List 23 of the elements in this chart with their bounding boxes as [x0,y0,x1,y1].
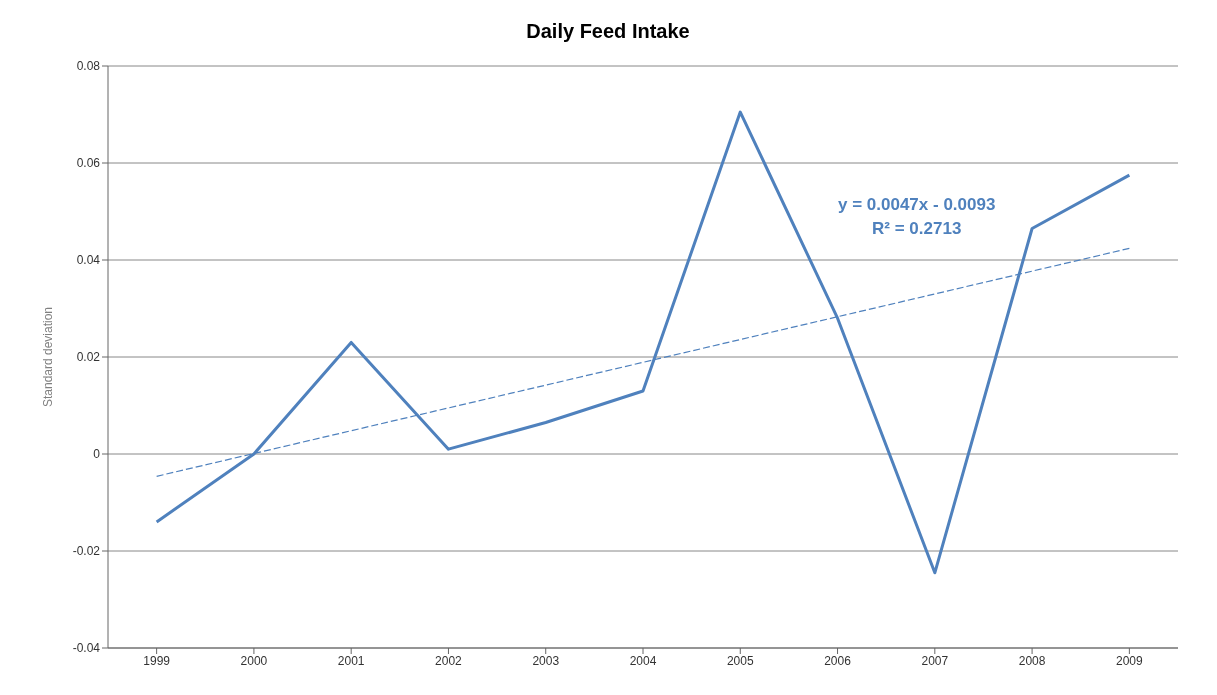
line-series [155,110,1131,575]
y-tick-label: 0 [93,447,101,462]
y-tick-label: 0.08 [76,59,101,74]
x-tick-label: 2009 [1116,653,1144,668]
x-tick-label: 2001 [337,653,365,668]
x-tick-label: 2005 [726,653,754,668]
x-tick-label: 2007 [921,653,949,668]
x-tick-label: 2003 [532,653,560,668]
y-axis-title: Standard deviation [41,306,56,408]
x-tick-label: 2002 [435,653,463,668]
y-tick-label: 0.02 [76,350,101,365]
annotation: y = 0.0047x - 0.0093 [838,194,996,216]
x-tick-label: 2008 [1018,653,1046,668]
y-tick-label: 0.06 [76,156,101,171]
x-tick-label: 2006 [824,653,852,668]
chart-title: Daily Feed Intake [525,19,691,44]
x-tick-label: 1999 [143,653,171,668]
y-tick-label: 0.04 [76,253,101,268]
x-tick-label: 2004 [629,653,657,668]
y-tick-label: -0.04 [72,641,101,656]
y-tick-label: -0.02 [72,544,101,559]
x-tick-label: 2000 [240,653,268,668]
annotation: R² = 0.2713 [871,218,963,240]
